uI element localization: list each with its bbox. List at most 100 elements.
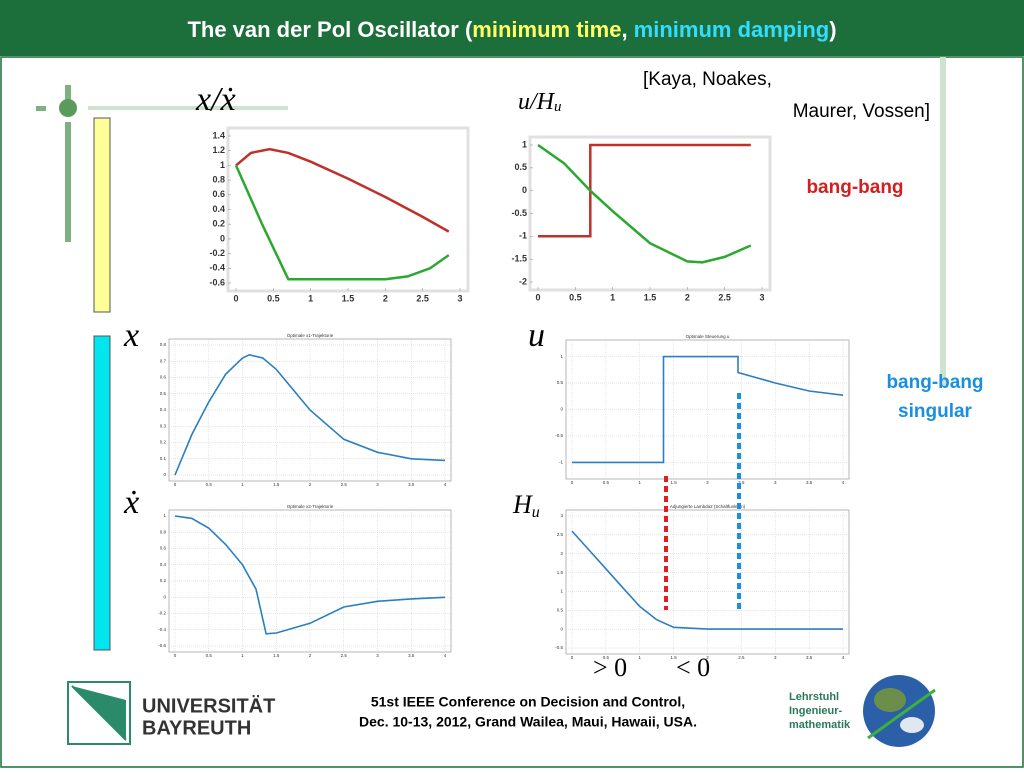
x-tick-label: 1.5	[644, 292, 657, 302]
math-label: Hu	[512, 490, 540, 521]
title-text: minimum damping	[634, 17, 830, 42]
math-label: > 0	[593, 653, 627, 682]
x-tick-label: 2	[309, 653, 312, 658]
x-tick-label: 1	[610, 292, 615, 302]
y-tick-label: 0	[220, 233, 225, 243]
x-tick-label: 2.5	[341, 482, 348, 487]
y-tick-label: 1	[163, 513, 166, 518]
x-tick-label: 0	[174, 482, 177, 487]
y-tick-label: 0.1	[160, 456, 167, 461]
curve	[572, 355, 844, 464]
x-tick-label: 2	[309, 482, 312, 487]
y-tick-label: 0.3	[160, 423, 167, 428]
x-tick-label: 0	[571, 480, 574, 485]
x-tick-label: 1	[308, 293, 313, 303]
y-tick-label: 0.4	[160, 562, 167, 567]
math-label: u/Hu	[518, 89, 562, 116]
y-tick-label: -1.5	[511, 254, 527, 264]
y-tick-label: -0.5	[511, 208, 527, 218]
y-tick-label: -0.5	[555, 433, 563, 438]
slide-title: The van der Pol Oscillator (minimum time…	[187, 17, 836, 42]
annotation: bang-bang	[806, 177, 903, 198]
annotation: singular	[898, 401, 973, 422]
y-tick-label: 0.8	[160, 529, 167, 534]
x-tick-label: 3	[376, 482, 379, 487]
conference: Dec. 10-13, 2012, Grand Wailea, Maui, Ha…	[359, 714, 697, 730]
title-text: minimum time	[472, 17, 621, 42]
title-text: ,	[621, 17, 633, 42]
x-tick-label: 3	[759, 292, 764, 302]
x-tick-label: 3.5	[806, 655, 813, 660]
math-label: x/ẋ	[195, 81, 236, 118]
frame	[0, 56, 1024, 768]
x-tick-label: 0.5	[603, 480, 610, 485]
x-tick-label: 0.5	[569, 292, 582, 302]
y-tick-label: 2.5	[557, 532, 564, 537]
y-tick-label: -2	[519, 276, 527, 286]
y-tick-label: 1.2	[212, 145, 225, 155]
y-tick-label: 0	[560, 407, 563, 412]
x-tick-label: 3	[774, 655, 777, 660]
x-tick-label: 2.5	[416, 293, 429, 303]
x-tick-label: 0	[571, 655, 574, 660]
y-tick-label: 0.6	[212, 189, 225, 199]
y-tick-label: -0.5	[555, 645, 563, 650]
curve	[234, 164, 450, 281]
x-tick-label: 0	[535, 292, 540, 302]
y-tick-label: 0	[163, 472, 166, 477]
x-tick-label: 4	[444, 653, 447, 658]
x-tick-label: 3	[774, 480, 777, 485]
x-tick-label: 1	[638, 480, 641, 485]
x-tick-label: 1.5	[342, 293, 355, 303]
x-tick-label: 1.5	[273, 653, 280, 658]
y-tick-label: 0.2	[212, 219, 225, 229]
y-tick-label: 0	[163, 594, 166, 599]
math-label: H	[512, 490, 533, 519]
plot-title: Optimale x2-Trajektorie	[287, 504, 334, 509]
y-tick-label: 0.5	[557, 607, 564, 612]
x-tick-label: 3	[457, 293, 462, 303]
citation: Maurer, Vossen]	[793, 101, 930, 122]
y-tick-label: 3	[560, 513, 563, 518]
x-tick-label: 1	[638, 655, 641, 660]
globe-logo	[863, 675, 936, 747]
chair-name: mathematik	[789, 719, 851, 731]
y-tick-label: 0	[560, 626, 563, 631]
decoration	[36, 57, 946, 387]
x-tick-label: 1.5	[670, 655, 677, 660]
university-name: BAYREUTH	[142, 717, 251, 739]
x-tick-label: 4	[842, 480, 845, 485]
x-tick-label: 4	[842, 655, 845, 660]
citation: [Kaya, Noakes,	[643, 69, 772, 90]
y-tick-label: -0.6	[209, 277, 225, 287]
y-tick-label: 1	[522, 139, 527, 149]
plot-title: Adjungierte Lambda2 (Schaltfunktion)	[670, 504, 746, 509]
curve	[571, 530, 843, 630]
x-tick-label: 1.5	[273, 482, 280, 487]
x-tick-label: 2.5	[738, 480, 745, 485]
x-tick-label: 2.5	[738, 655, 745, 660]
y-tick-label: 1	[560, 354, 563, 359]
annotation: bang-bang	[886, 372, 983, 393]
plot-title: Optimale Steuerung u	[686, 334, 730, 339]
y-tick-label: 0.5	[160, 391, 167, 396]
math-label: u	[554, 99, 562, 115]
title-text: The van der Pol Oscillator (	[187, 17, 473, 42]
y-tick-label: -0.6	[158, 643, 166, 648]
y-tick-label: 1.4	[212, 130, 225, 140]
x-tick-label: 3.5	[408, 482, 415, 487]
y-tick-label: -1	[559, 460, 563, 465]
y-tick-label: 0.7	[160, 358, 167, 363]
y-tick-label: 0.6	[160, 546, 167, 551]
math-label: u/H	[518, 89, 556, 115]
y-tick-label: 1	[560, 589, 563, 594]
x-tick-label: 1	[241, 482, 244, 487]
x-tick-label: 2	[706, 480, 709, 485]
x-tick-label: 0	[174, 653, 177, 658]
plot-frame	[565, 339, 850, 480]
x-tick-label: 2	[685, 292, 690, 302]
y-tick-label: 0	[522, 185, 527, 195]
chair-name: Ingenieur-	[789, 705, 843, 717]
x-tick-label: 1	[241, 653, 244, 658]
x-tick-label: 2.5	[341, 653, 348, 658]
